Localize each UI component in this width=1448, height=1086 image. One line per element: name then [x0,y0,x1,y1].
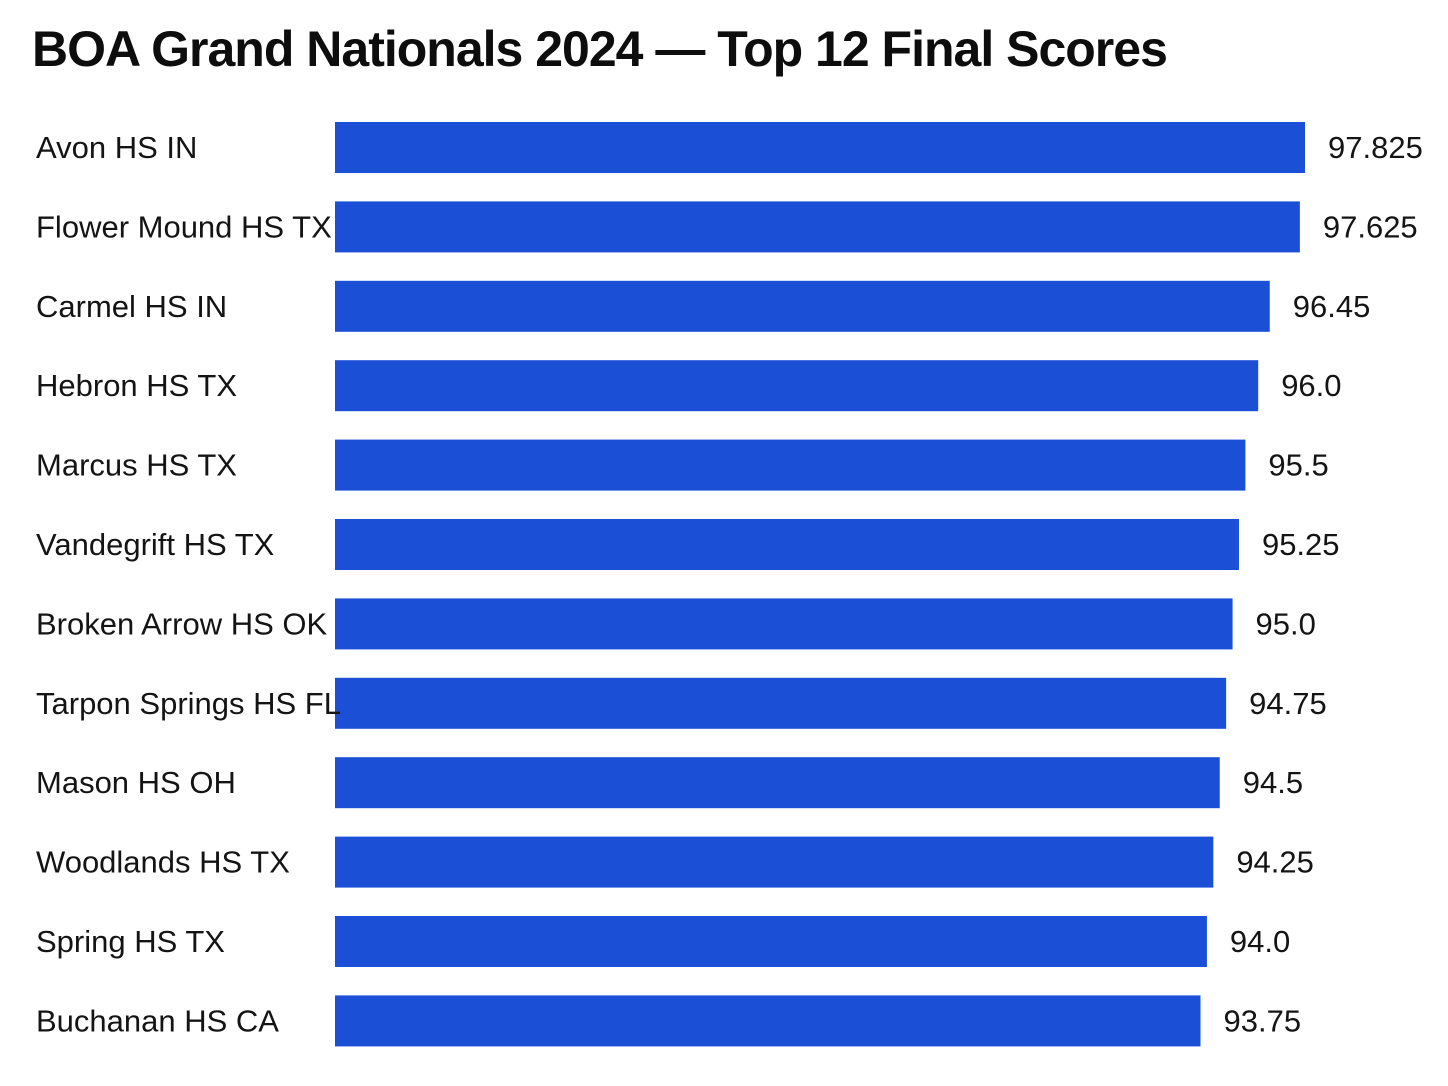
chart-title: BOA Grand Nationals 2024 — Top 12 Final … [32,21,1168,77]
bar-woodlands-hs-tx [335,836,1214,888]
category-label-buchanan-hs-ca: Buchanan HS CA [36,1003,279,1038]
value-label-carmel-hs-in: 96.45 [1293,289,1371,324]
bar-vandegrift-hs-tx [335,519,1239,570]
bar-broken-arrow-hs-ok [335,598,1233,650]
category-label-mason-hs-oh: Mason HS OH [36,765,236,800]
bar-hebron-hs-tx [335,360,1259,412]
bar-marcus-hs-tx [335,439,1246,491]
value-label-vandegrift-hs-tx: 95.25 [1262,527,1340,562]
category-label-vandegrift-hs-tx: Vandegrift HS TX [36,527,275,562]
value-label-buchanan-hs-ca: 93.75 [1223,1003,1301,1038]
value-label-marcus-hs-tx: 95.5 [1268,448,1328,483]
category-label-tarpon-springs-hs-fl: Tarpon Springs HS FL [36,686,341,721]
category-label-hebron-hs-tx: Hebron HS TX [36,368,237,403]
bar-mason-hs-oh [335,757,1220,809]
category-label-flower-mound-hs-tx: Flower Mound HS TX [36,209,332,244]
category-label-avon-hs-in: Avon HS IN [36,130,197,165]
bar-buchanan-hs-ca [335,995,1201,1047]
category-label-spring-hs-tx: Spring HS TX [36,924,225,959]
value-label-tarpon-springs-hs-fl: 94.75 [1249,686,1327,721]
category-label-woodlands-hs-tx: Woodlands HS TX [36,845,290,880]
bar-avon-hs-in [335,122,1305,173]
value-labels: 97.825 97.625 96.45 96.0 95.5 95.25 95.0 94.75 9… [1223,130,1422,1038]
bar-flower-mound-hs-tx [335,201,1300,253]
bar-tarpon-springs-hs-fl [335,677,1227,729]
category-labels: Avon HS IN Flower Mound HS TX Carmel HS IN… [36,130,341,1038]
value-label-spring-hs-tx: 94.0 [1230,924,1290,959]
value-label-flower-mound-hs-tx: 97.625 [1323,209,1418,244]
value-label-hebron-hs-tx: 96.0 [1281,368,1341,403]
value-label-avon-hs-in: 97.825 [1328,130,1423,165]
category-label-carmel-hs-in: Carmel HS IN [36,289,227,324]
bar-spring-hs-tx [335,916,1207,967]
value-label-woodlands-hs-tx: 94.25 [1236,845,1314,880]
category-label-marcus-hs-tx: Marcus HS TX [36,448,237,483]
bars-layer [335,122,1305,1047]
value-label-mason-hs-oh: 94.5 [1243,765,1303,800]
bar-carmel-hs-in [335,280,1270,332]
value-label-broken-arrow-hs-ok: 95.0 [1256,606,1316,641]
category-label-broken-arrow-hs-ok: Broken Arrow HS OK [36,606,327,641]
